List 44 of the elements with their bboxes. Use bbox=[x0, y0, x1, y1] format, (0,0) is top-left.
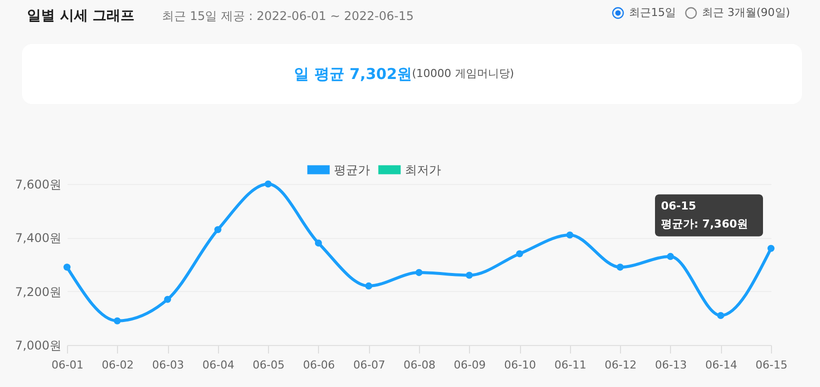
point bbox=[466, 272, 473, 279]
chart-title: 일별 시세 그래프 bbox=[27, 8, 135, 24]
x-tick-label: 06-04 bbox=[202, 358, 234, 372]
annotation: 평균가: 7,360원 bbox=[661, 217, 748, 230]
y-tick-label: 7,000원 bbox=[15, 338, 62, 352]
point bbox=[365, 282, 372, 290]
point bbox=[314, 240, 322, 247]
text: 일 평균 7,302원 bbox=[294, 65, 412, 83]
x-tick-label: 06-01 bbox=[52, 358, 84, 372]
x-tick-label: 06-06 bbox=[302, 358, 335, 372]
y-tick-label: 7,400원 bbox=[15, 231, 62, 246]
point bbox=[63, 264, 71, 271]
point bbox=[264, 180, 272, 188]
point bbox=[516, 250, 524, 258]
x-tick-label: 06-02 bbox=[102, 358, 134, 372]
point bbox=[214, 226, 222, 234]
point bbox=[114, 317, 121, 324]
x-tick-label: 06-10 bbox=[504, 358, 536, 372]
point bbox=[717, 312, 724, 320]
x-tick-label: 06-07 bbox=[353, 358, 386, 372]
point bbox=[616, 264, 624, 271]
x-tick-label: 06-05 bbox=[252, 358, 285, 372]
legend-label: 최저가 bbox=[405, 162, 441, 177]
x-tick-label: 06-14 bbox=[705, 358, 738, 372]
chart-subtitle: 최근 15일 제공 : 2022-06-01 ~ 2022-06-15 bbox=[162, 9, 414, 23]
x-tick-label: 06-03 bbox=[152, 358, 184, 372]
x-tick-label: 06-09 bbox=[454, 358, 486, 372]
y-tick-label: 7,200원 bbox=[15, 284, 62, 299]
x-tick-label: 06-08 bbox=[404, 358, 436, 372]
point bbox=[767, 244, 775, 252]
point bbox=[566, 231, 574, 239]
x-tick-label: 06-12 bbox=[604, 358, 637, 372]
point bbox=[415, 269, 423, 276]
x-tick-label: 06-15 bbox=[756, 358, 788, 372]
legend-label: 평균가 bbox=[334, 162, 370, 177]
point bbox=[164, 296, 172, 303]
point bbox=[666, 252, 674, 260]
x-tick-label: 06-11 bbox=[554, 358, 586, 372]
text: 최근15일 bbox=[629, 6, 676, 19]
text: 최근 3개월(90일) bbox=[702, 6, 790, 19]
x-tick-label: 06-13 bbox=[654, 358, 687, 372]
y-tick-label: 7,600원 bbox=[15, 178, 62, 192]
annotation: 06-15 bbox=[661, 199, 696, 212]
text: (10000 게임머니당) bbox=[412, 67, 514, 80]
